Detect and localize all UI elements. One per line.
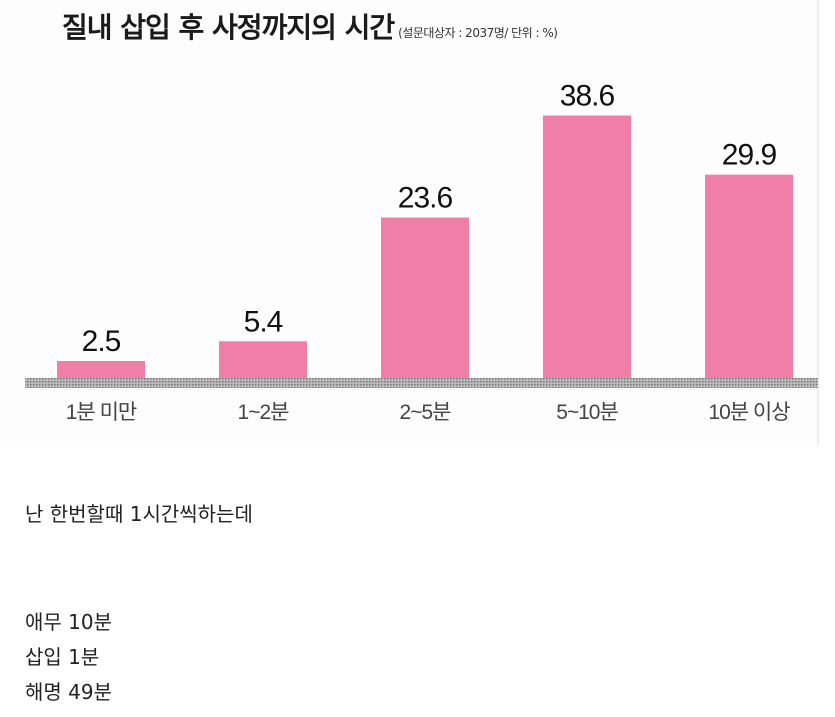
bar-value-label: 38.6: [560, 80, 615, 113]
bar: [543, 115, 631, 379]
chart-subtitle: (설문대상자 : 2037명/ 단위 : %): [398, 26, 558, 40]
chart-title: 질내 삽입 후 사정까지의 시간 (설문대상자 : 2037명/ 단위 : %): [62, 6, 558, 46]
category-label: 5~10분: [556, 401, 618, 424]
bar-value-label: 23.6: [398, 182, 453, 215]
bar: [219, 341, 307, 378]
bar-value-label: 5.4: [244, 305, 283, 338]
category-label: 1분 미만: [66, 401, 137, 424]
post-text-line: 삽입 1분: [25, 645, 100, 669]
post-text-line: 애무 10분: [25, 610, 113, 634]
bar: [381, 217, 469, 378]
chart-baseline: [25, 378, 818, 388]
bar-value-label: 2.5: [82, 325, 121, 358]
post-text-line: 난 한번할때 1시간씩하는데: [25, 502, 253, 526]
bar-value-label: 29.9: [722, 139, 777, 172]
category-label: 1~2분: [238, 401, 290, 424]
bar: [705, 174, 793, 378]
chart-image: 질내 삽입 후 사정까지의 시간 (설문대상자 : 2037명/ 단위 : %) …: [25, 0, 819, 445]
chart-title-text: 질내 삽입 후 사정까지의 시간: [62, 11, 395, 44]
category-label: 2~5분: [400, 401, 452, 424]
bar: [57, 361, 145, 378]
bar-chart: 2.5 1분 미만 5.4 1~2분 23.6 2~5분 38.6 5~10분 29.9 10분 …: [25, 0, 819, 445]
post-text-line: 해명 49분: [25, 680, 113, 704]
category-label: 10분 이상: [708, 401, 790, 424]
